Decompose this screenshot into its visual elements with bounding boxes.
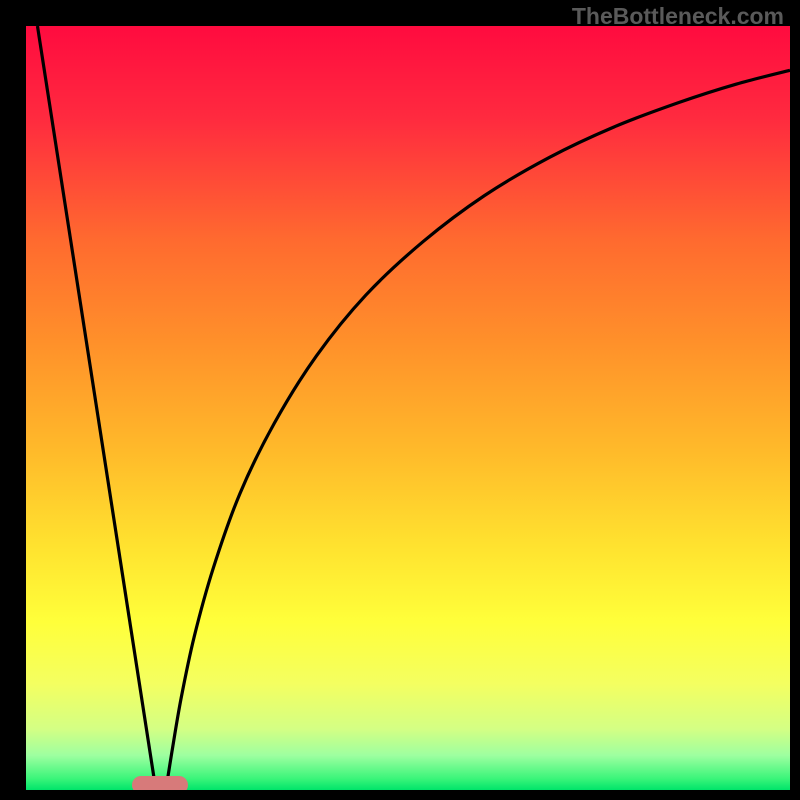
plot-area: [26, 26, 790, 790]
chart-border-left: [0, 0, 26, 800]
watermark-text: TheBottleneck.com: [572, 3, 784, 30]
chart-border-bottom: [0, 790, 800, 800]
bottleneck-chart: TheBottleneck.com: [0, 0, 800, 800]
curve-layer: [26, 26, 790, 790]
chart-border-right: [790, 0, 800, 800]
left-descending-line: [37, 26, 155, 790]
right-recovery-curve: [166, 70, 790, 790]
